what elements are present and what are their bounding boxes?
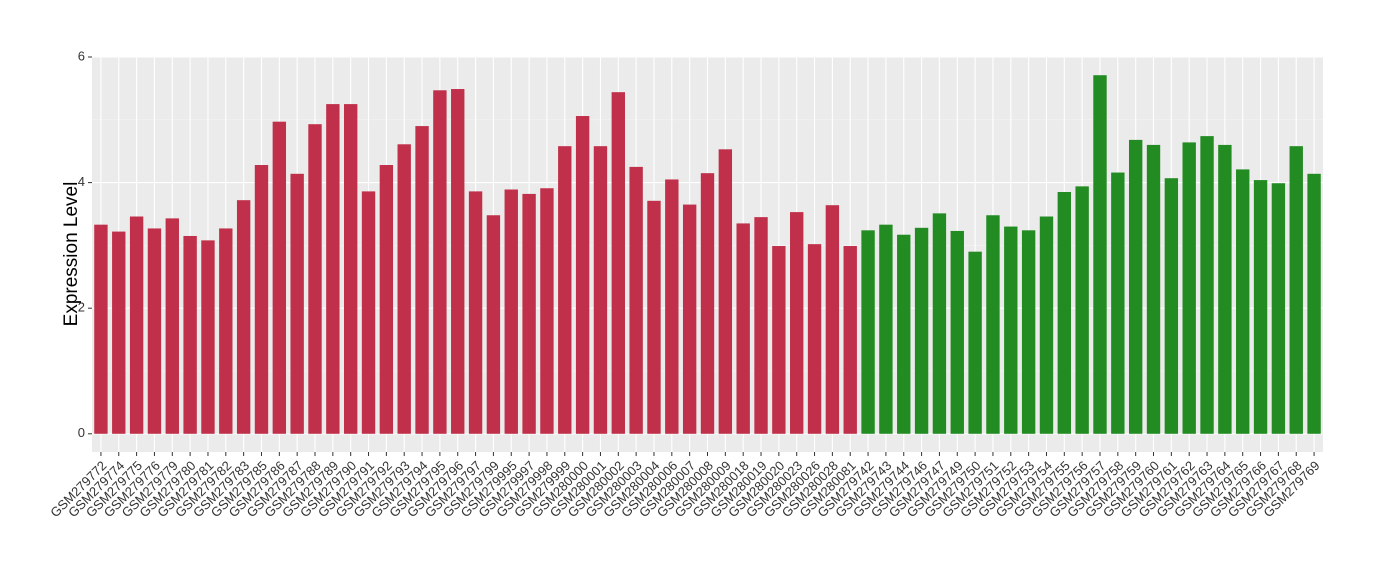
bar: [575, 116, 590, 434]
bar: [361, 191, 376, 434]
bar: [790, 212, 804, 434]
bar: [950, 230, 964, 434]
bar: [593, 146, 608, 434]
bar: [861, 230, 875, 434]
bar: [558, 146, 572, 434]
bar: [219, 228, 233, 434]
bar: [647, 200, 661, 434]
bar: [201, 240, 215, 434]
bar: [1164, 178, 1179, 434]
bar: [504, 189, 518, 434]
bar: [451, 89, 465, 434]
bar: [540, 188, 554, 434]
bar: [700, 173, 715, 434]
bar: [254, 165, 269, 434]
bar: [183, 235, 197, 434]
bar: [94, 224, 108, 434]
bar: [1128, 139, 1143, 434]
bar: [1307, 173, 1321, 434]
bar: [1218, 144, 1232, 434]
bar: [986, 215, 1000, 434]
bar: [1093, 75, 1107, 434]
bar: [1039, 216, 1054, 434]
bar: [308, 124, 322, 434]
bar: [629, 166, 643, 434]
bar: [397, 144, 411, 434]
bar: [326, 104, 340, 434]
bar: [236, 200, 251, 434]
bar: [754, 217, 768, 434]
bar: [611, 92, 625, 434]
bar: [1289, 146, 1303, 434]
bar: [1146, 144, 1161, 434]
bar: [807, 244, 822, 434]
bar: [932, 213, 947, 434]
bar: [1253, 180, 1268, 434]
bar: [433, 90, 447, 434]
bar: [1236, 169, 1250, 434]
bar: [1271, 183, 1286, 434]
bar: [129, 216, 144, 434]
bar: [147, 228, 162, 434]
bar: [1182, 142, 1196, 434]
bar: [379, 165, 394, 434]
bar: [825, 205, 840, 434]
bar: [968, 251, 982, 434]
bar: [682, 204, 697, 434]
bar: [914, 227, 929, 434]
bar: [415, 126, 429, 434]
bar: [879, 224, 893, 434]
bar: [486, 215, 501, 434]
bar: [165, 218, 179, 434]
bar: [897, 234, 911, 434]
bar: [1057, 192, 1072, 434]
bar: [736, 223, 750, 434]
bar: [343, 104, 358, 434]
y-axis-label: Expression Level: [61, 182, 82, 327]
bar: [1200, 136, 1214, 434]
bar: [522, 193, 536, 434]
bar: [272, 121, 287, 434]
bar: [112, 231, 126, 434]
y-tick-label: 0: [78, 425, 85, 440]
bar: [1004, 226, 1018, 434]
bar: [290, 173, 304, 434]
bar: [1111, 172, 1125, 434]
bar: [468, 191, 483, 434]
y-tick-label: 4: [78, 174, 85, 189]
y-tick-label: 2: [78, 300, 85, 315]
bar: [1075, 186, 1089, 434]
bar: [772, 246, 786, 434]
bar: [1021, 230, 1036, 434]
y-tick-label: 6: [78, 48, 85, 63]
bar: [718, 149, 733, 434]
bar: [665, 179, 679, 434]
bar: [843, 246, 857, 434]
